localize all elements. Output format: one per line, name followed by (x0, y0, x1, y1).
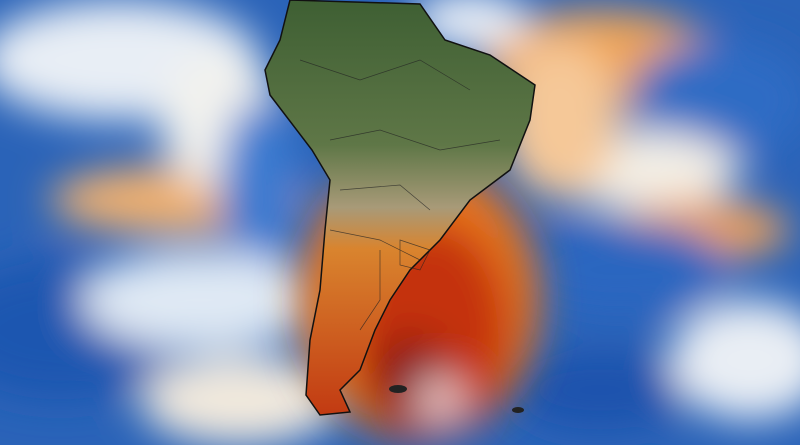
borders (299, 59, 501, 331)
south-georgia (512, 407, 524, 413)
south-america (264, 0, 536, 416)
falkland-islands (389, 385, 407, 393)
